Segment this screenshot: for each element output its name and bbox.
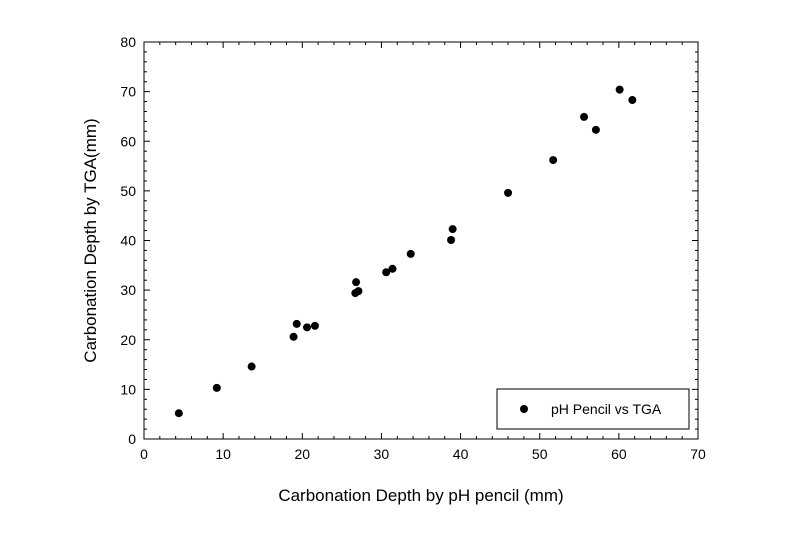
data-point	[615, 85, 624, 94]
y-tick-label: 20	[120, 332, 136, 348]
data-point	[289, 332, 298, 341]
x-tick-label: 20	[294, 446, 310, 462]
data-point	[310, 321, 319, 330]
data-point	[549, 156, 558, 165]
x-axis-title: Carbonation Depth by pH pencil (mm)	[278, 486, 563, 505]
y-axis-title: Carbonation Depth by TGA(mm)	[81, 118, 100, 362]
data-point	[354, 287, 363, 296]
data-point	[382, 268, 391, 277]
y-tick-label: 10	[120, 381, 136, 397]
y-tick-label: 60	[120, 133, 136, 149]
data-point	[352, 278, 361, 287]
data-point	[212, 383, 221, 392]
y-tick-label: 80	[120, 34, 136, 50]
x-tick-label: 60	[611, 446, 627, 462]
data-points	[174, 85, 637, 418]
x-tick-label: 0	[140, 446, 148, 462]
data-point	[591, 125, 600, 134]
legend-box	[496, 388, 690, 430]
x-tick-label: 30	[374, 446, 390, 462]
y-tick-label: 50	[120, 183, 136, 199]
y-tick-label: 30	[120, 282, 136, 298]
data-point	[447, 236, 456, 245]
legend-label: pH Pencil vs TGA	[551, 401, 662, 417]
x-tick-label: 70	[690, 446, 706, 462]
legend-marker	[520, 405, 528, 413]
data-point	[292, 319, 301, 328]
y-tick-label: 70	[120, 84, 136, 100]
data-point	[628, 96, 637, 105]
data-point	[406, 249, 415, 258]
y-tick-label: 40	[120, 233, 136, 249]
axis-ticks	[143, 41, 699, 440]
x-tick-label: 10	[215, 446, 231, 462]
data-point	[580, 112, 589, 121]
data-point	[303, 323, 312, 332]
tick-labels: 0 10 20 30 40 50 60 70 0 10 20 30 40 50 60 70 80	[120, 34, 706, 462]
x-tick-label: 50	[532, 446, 548, 462]
y-tick-label: 0	[128, 431, 136, 447]
x-tick-label: 40	[453, 446, 469, 462]
data-point	[247, 362, 256, 371]
data-point	[448, 225, 457, 234]
data-point	[504, 188, 513, 197]
data-point	[388, 264, 397, 273]
data-point	[174, 409, 183, 418]
legend: pH Pencil vs TGA	[496, 388, 690, 430]
